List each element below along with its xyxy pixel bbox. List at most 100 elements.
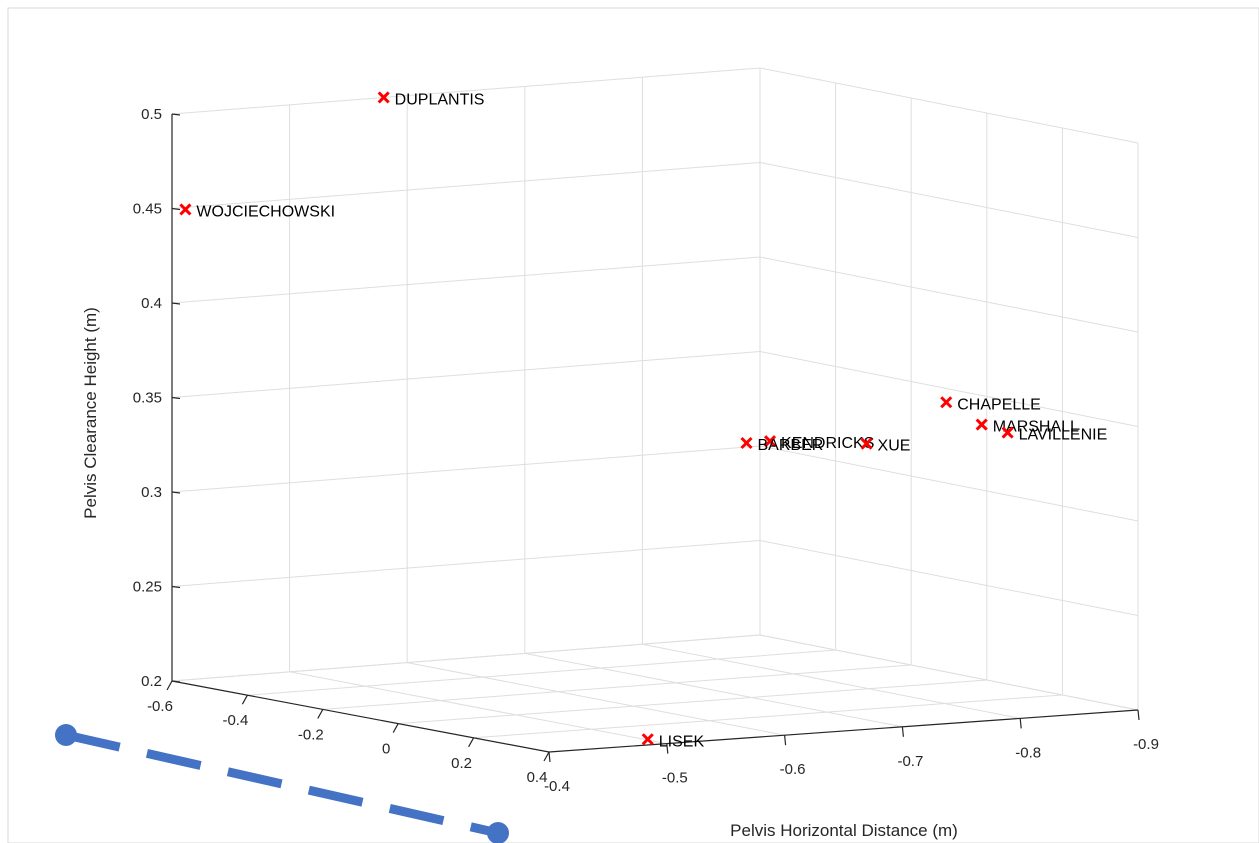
marker-x-icon [1001, 426, 1014, 439]
z-tick-mark [171, 585, 181, 589]
z-tick-mark [171, 113, 181, 116]
wall-grid-line [171, 256, 761, 304]
data-point: DUPLANTIS [377, 91, 485, 108]
z-tick-label: 0.2 [141, 673, 162, 690]
x-tick-label: 0.4 [527, 769, 548, 786]
y-tick-mark [901, 726, 904, 737]
floor-grid-line [398, 679, 987, 725]
wall-grid-line [171, 634, 761, 682]
x-tick-mark [543, 751, 550, 762]
z-tick-mark [171, 302, 181, 305]
marker-x-icon [975, 418, 988, 431]
z-tick-label: 0.45 [133, 201, 162, 218]
floor-grid-line [407, 662, 785, 736]
data-point: KENDRICKS [763, 435, 874, 452]
wall-grid-line [171, 351, 761, 398]
y-tick-label: -0.5 [662, 770, 688, 787]
y-tick-labels: -0.4 -0.5 -0.6 -0.7 -0.8 -0.9 [544, 736, 1159, 795]
wall-grid-line [171, 540, 761, 587]
x-tick-label: -0.4 [222, 712, 248, 729]
x-tick-label: 0 [382, 741, 390, 758]
point-label: LAVILLENIE [1019, 427, 1108, 444]
marker-x-icon [377, 91, 390, 104]
annotation-start-dot [55, 724, 77, 746]
wall-grid-line [171, 67, 761, 115]
z-tick-label: 0.4 [141, 295, 162, 312]
y-tick-label: -0.4 [544, 778, 570, 795]
point-label: MARSHALL [993, 419, 1079, 436]
y-axis-label: Pelvis Horizontal Distance (m) [730, 821, 958, 840]
z-tick-mark [171, 491, 181, 494]
marker-x-icon [860, 437, 873, 450]
wall-grid-line [759, 67, 1139, 144]
wall-grid-line [759, 445, 1139, 522]
y-tick-label: -0.9 [1133, 736, 1159, 753]
point-label: LISEK [659, 733, 705, 750]
z-axis-label: Pelvis Clearance Height (m) [81, 307, 100, 519]
wall-grid-line [759, 634, 1139, 711]
point-label: BARBER [758, 437, 824, 454]
wall-grid-line [759, 540, 1139, 616]
z-tick-label: 0.25 [133, 579, 162, 596]
axes [166, 113, 1140, 763]
z-tick-mark [171, 396, 181, 400]
wall-grid-line [759, 162, 1139, 238]
z-tick-labels: 0.2 0.25 0.3 0.35 0.4 0.45 0.5 [133, 106, 162, 690]
data-point: BARBER [740, 436, 824, 454]
x-tick-label: -0.2 [298, 726, 324, 743]
point-label: XUE [878, 438, 911, 455]
y-tick-label: -0.7 [897, 753, 923, 770]
data-point: WOJCIECHOWSKI [179, 203, 335, 220]
annotation-dashed-line [55, 724, 509, 843]
x-tick-labels: -0.6 -0.4 -0.2 0 0.2 0.4 [147, 698, 547, 786]
y-tick-mark [666, 743, 669, 754]
x-tick-mark [392, 723, 399, 733]
point-label: WOJCIECHOWSKI [196, 203, 335, 220]
y-tick-mark [1137, 709, 1140, 721]
point-label: KENDRICKS [781, 435, 874, 452]
data-point: CHAPELLE [940, 396, 1041, 413]
data-point: LAVILLENIE [1001, 426, 1108, 444]
annotation-line [65, 730, 499, 838]
y-tick-label: -0.8 [1015, 744, 1041, 761]
y-tick-mark [548, 751, 551, 763]
data-point: MARSHALL [975, 418, 1079, 436]
annotation-end-dot [487, 822, 509, 843]
y-axis-line [548, 709, 1139, 753]
marker-x-icon [641, 733, 654, 746]
wall-grid-line [171, 162, 761, 209]
z-tick-label: 0.5 [141, 106, 162, 123]
point-label: CHAPELLE [957, 396, 1041, 413]
marker-x-icon [740, 436, 753, 450]
wall-grid-line [171, 445, 761, 493]
floor-grid-line [524, 652, 903, 728]
wall-grid-line [759, 351, 1139, 427]
x-tick-mark [241, 694, 248, 705]
z-tick-label: 0.35 [133, 390, 162, 407]
floor-grid-line [473, 694, 1063, 739]
z-tick-mark [171, 207, 181, 211]
x-axis-line [171, 680, 550, 753]
data-point: LISEK [641, 733, 705, 750]
floor-grid-line [642, 643, 1021, 719]
figure-border [7, 7, 1259, 843]
marker-x-icon [179, 203, 192, 216]
y-tick-mark [1019, 718, 1022, 729]
x-tick-mark [166, 680, 173, 691]
x-tick-label: 0.2 [451, 755, 472, 772]
x-tick-label: -0.6 [147, 698, 173, 715]
wall-grid-line [759, 256, 1139, 333]
point-label: DUPLANTIS [395, 91, 485, 108]
marker-x-icon [940, 396, 953, 409]
y-tick-mark [784, 735, 787, 746]
marker-x-icon [763, 435, 777, 448]
z-tick-mark [171, 680, 181, 683]
floor-grid-line [289, 671, 667, 745]
floor-grid-line [247, 649, 836, 696]
x-tick-mark [468, 737, 475, 748]
floor-grid-line [322, 664, 912, 710]
y-tick-label: -0.6 [780, 761, 806, 778]
